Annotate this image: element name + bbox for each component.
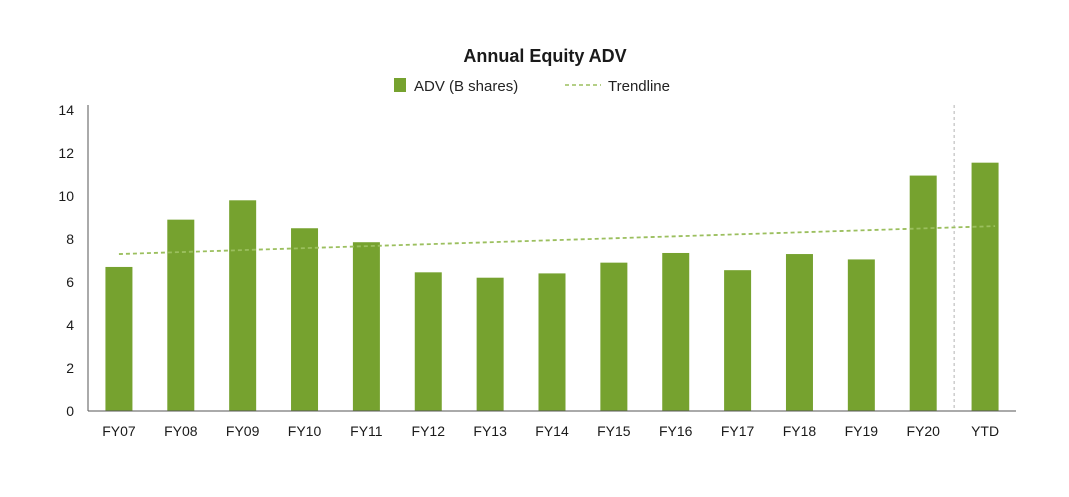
- y-tick-label: 4: [66, 317, 74, 333]
- bar: [105, 266, 133, 411]
- x-tick-label: FY09: [226, 423, 260, 439]
- trendline: [118, 225, 996, 255]
- bar: [971, 162, 999, 411]
- y-tick-label: 8: [66, 231, 74, 247]
- legend: ADV (B shares) Trendline: [394, 78, 670, 95]
- x-tick-label: FY08: [164, 423, 198, 439]
- x-axis-ticks: FY07 FY08 FY09 FY10 FY11 FY12 FY13 FY14 FY15 FY16…: [102, 423, 999, 439]
- x-tick-label: FY20: [906, 423, 940, 439]
- bar: [352, 242, 380, 411]
- legend-label-bar: ADV (B shares): [414, 78, 518, 95]
- x-tick-label: FY13: [473, 423, 507, 439]
- x-tick-label: FY12: [412, 423, 446, 439]
- y-tick-label: 14: [58, 102, 74, 118]
- overlay: [118, 105, 996, 411]
- bar: [600, 262, 628, 411]
- bar: [909, 175, 937, 411]
- y-tick-label: 2: [66, 360, 74, 376]
- x-tick-label: FY14: [535, 423, 569, 439]
- chart-title: Annual Equity ADV: [463, 46, 626, 66]
- bar: [229, 200, 257, 411]
- legend-swatch-bar: [394, 78, 406, 92]
- bar: [662, 252, 690, 411]
- x-tick-label: FY11: [350, 423, 383, 439]
- x-tick-label: FY07: [102, 423, 136, 439]
- y-axis-ticks: 0 2 4 6 8 10 12 14: [58, 102, 74, 419]
- x-tick-label: FY16: [659, 423, 693, 439]
- bar: [847, 259, 875, 411]
- y-tick-label: 10: [58, 188, 74, 204]
- x-tick-label: FY18: [783, 423, 817, 439]
- bar: [167, 219, 195, 411]
- x-tick-label: YTD: [971, 423, 999, 439]
- x-tick-label: FY10: [288, 423, 322, 439]
- bar: [724, 270, 752, 411]
- bar: [476, 277, 504, 411]
- legend-label-trendline: Trendline: [608, 78, 670, 95]
- y-tick-label: 6: [66, 274, 74, 290]
- x-tick-label: FY19: [845, 423, 879, 439]
- y-tick-label: 12: [58, 145, 74, 161]
- bar: [291, 228, 319, 411]
- bars: [105, 162, 999, 411]
- x-tick-label: FY15: [597, 423, 631, 439]
- bar: [538, 273, 566, 411]
- y-tick-label: 0: [66, 403, 74, 419]
- x-tick-label: FY17: [721, 423, 755, 439]
- bar: [785, 254, 813, 411]
- bar: [414, 272, 442, 411]
